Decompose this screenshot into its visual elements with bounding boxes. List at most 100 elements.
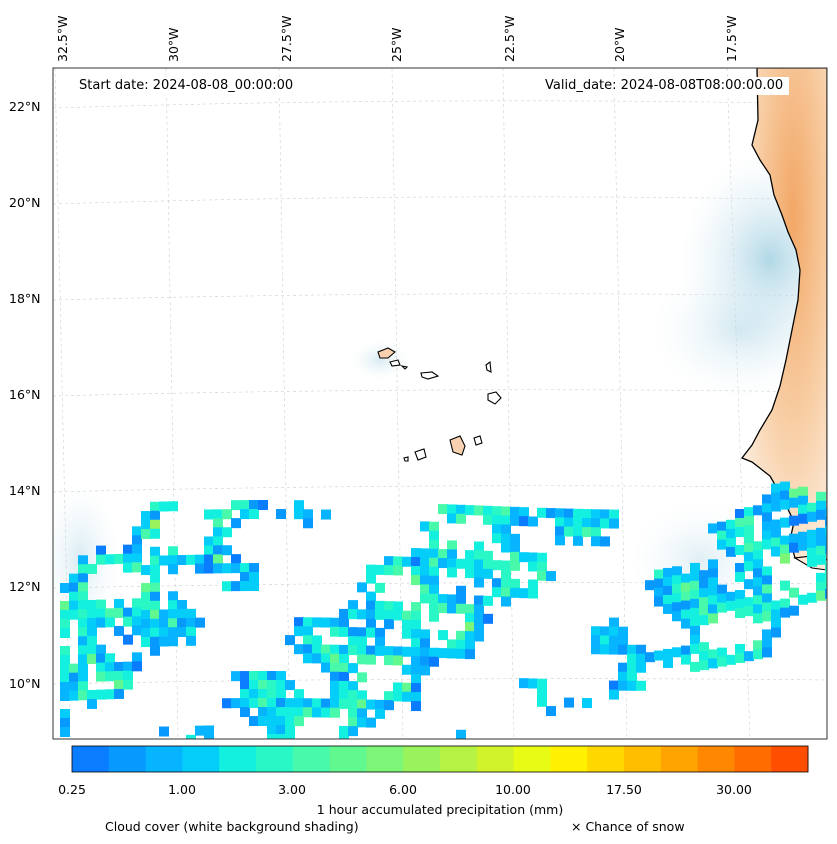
precip-cell bbox=[744, 543, 754, 554]
precip-cell bbox=[141, 520, 151, 531]
precip-cell bbox=[78, 681, 88, 692]
precip-cell bbox=[411, 647, 421, 658]
precip-cell bbox=[330, 626, 340, 637]
precip-cell bbox=[339, 662, 349, 673]
precip-cell bbox=[762, 539, 772, 550]
precip-cell bbox=[105, 554, 115, 565]
precip-cell bbox=[240, 698, 250, 709]
precip-cell bbox=[123, 562, 133, 573]
precip-cell bbox=[321, 644, 331, 655]
precip-cell bbox=[816, 491, 826, 502]
precip-cell bbox=[267, 671, 277, 682]
precip-cell bbox=[438, 603, 448, 614]
precip-cell bbox=[294, 500, 304, 511]
precip-cell bbox=[384, 610, 394, 621]
precip-cell bbox=[771, 483, 781, 494]
precip-cell bbox=[474, 604, 484, 615]
precip-cell bbox=[348, 717, 358, 728]
precip-cell bbox=[762, 575, 772, 586]
precip-cell bbox=[735, 644, 745, 655]
precip-cell bbox=[483, 595, 493, 606]
precip-cell bbox=[330, 644, 340, 655]
precip-cell bbox=[60, 682, 70, 692]
precip-cell bbox=[420, 584, 430, 595]
precip-cell bbox=[600, 518, 610, 529]
precip-cell bbox=[213, 554, 223, 565]
precip-cell bbox=[141, 601, 151, 612]
colorbar-swatch bbox=[145, 746, 183, 772]
precip-cell bbox=[735, 572, 745, 583]
precip-cell bbox=[537, 696, 547, 707]
precip-cell bbox=[492, 587, 502, 598]
precip-cell bbox=[69, 582, 79, 593]
precip-cell bbox=[114, 625, 124, 636]
precip-cell bbox=[825, 525, 827, 536]
precip-cell bbox=[807, 547, 817, 558]
precip-cell bbox=[267, 698, 277, 709]
precip-cell bbox=[411, 683, 421, 694]
precip-cell bbox=[681, 609, 691, 620]
precip-cell bbox=[492, 524, 502, 535]
precip-cell bbox=[78, 555, 88, 566]
precip-cell bbox=[393, 682, 403, 693]
precip-cell bbox=[564, 508, 574, 519]
precip-cell bbox=[762, 629, 772, 640]
precip-cell bbox=[744, 516, 754, 527]
lon-label: 30°W bbox=[166, 27, 181, 62]
precip-cell bbox=[267, 725, 277, 736]
precip-cell bbox=[735, 599, 745, 610]
precip-cell bbox=[132, 661, 142, 672]
precip-cell bbox=[816, 590, 826, 601]
precip-cell bbox=[150, 546, 160, 557]
precip-cell bbox=[699, 642, 709, 653]
precip-cell bbox=[60, 691, 70, 701]
precip-cell bbox=[375, 645, 385, 656]
precip-cell bbox=[609, 518, 619, 529]
precip-cell bbox=[303, 626, 313, 637]
precip-cell bbox=[168, 636, 178, 647]
precip-cell bbox=[348, 708, 358, 719]
precip-cell bbox=[141, 529, 151, 540]
precip-cell bbox=[231, 698, 241, 709]
precip-cell bbox=[771, 501, 781, 512]
precip-cell bbox=[411, 602, 421, 613]
precip-cell bbox=[654, 569, 664, 580]
precip-cell bbox=[60, 628, 70, 638]
precip-cell bbox=[699, 588, 709, 599]
precip-cell bbox=[384, 700, 394, 711]
precip-cell bbox=[249, 680, 259, 691]
precip-cell bbox=[168, 591, 178, 602]
precip-cell bbox=[150, 501, 160, 512]
precip-cell bbox=[825, 570, 827, 581]
precip-cell bbox=[132, 562, 142, 573]
precip-cell bbox=[564, 526, 574, 537]
precip-cell bbox=[87, 617, 97, 628]
precip-cell bbox=[789, 488, 799, 499]
precip-cell bbox=[339, 698, 349, 709]
colorbar-swatch bbox=[329, 746, 367, 772]
precip-cell bbox=[456, 648, 466, 659]
precip-cell bbox=[105, 662, 115, 673]
precip-cell bbox=[249, 671, 259, 682]
precip-cell bbox=[312, 653, 322, 664]
precip-cell bbox=[357, 609, 367, 620]
precip-cell bbox=[402, 664, 412, 675]
precip-cell bbox=[816, 500, 826, 511]
precip-cell bbox=[267, 689, 277, 700]
precip-cell bbox=[420, 665, 430, 676]
precip-cell bbox=[663, 594, 673, 605]
precip-cell bbox=[663, 576, 673, 587]
precip-cell bbox=[537, 507, 547, 518]
precip-cell bbox=[384, 691, 394, 702]
precip-cell bbox=[276, 725, 286, 736]
colorbar-swatch bbox=[108, 746, 147, 772]
precip-cell bbox=[771, 546, 781, 557]
precip-cell bbox=[348, 663, 358, 674]
precip-cell bbox=[411, 548, 421, 559]
precip-cell bbox=[285, 698, 295, 709]
precip-cell bbox=[321, 698, 331, 709]
precip-cell bbox=[744, 606, 754, 617]
precip-cell bbox=[447, 513, 457, 524]
precip-cell bbox=[420, 647, 430, 658]
precip-cell bbox=[627, 680, 637, 691]
